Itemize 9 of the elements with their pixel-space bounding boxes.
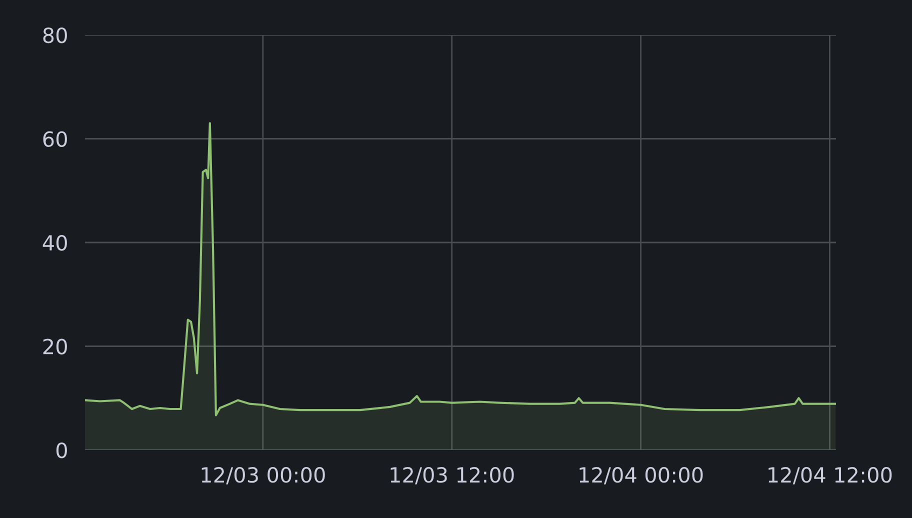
y-tick-label: 0 (56, 442, 67, 458)
x-tick-label: 12/04 00:00 (580, 467, 703, 484)
y-tick-label: 80 (43, 27, 67, 44)
y-tick-label: 20 (43, 338, 67, 354)
y-tick-label: 60 (43, 131, 67, 147)
y-tick-label: 40 (42, 234, 67, 251)
x-tick-label: 12/04 12:00 (768, 467, 892, 484)
x-tick-label: 12/03 00:00 (202, 467, 325, 484)
x-tick-label: 12/03 12:00 (390, 467, 514, 484)
